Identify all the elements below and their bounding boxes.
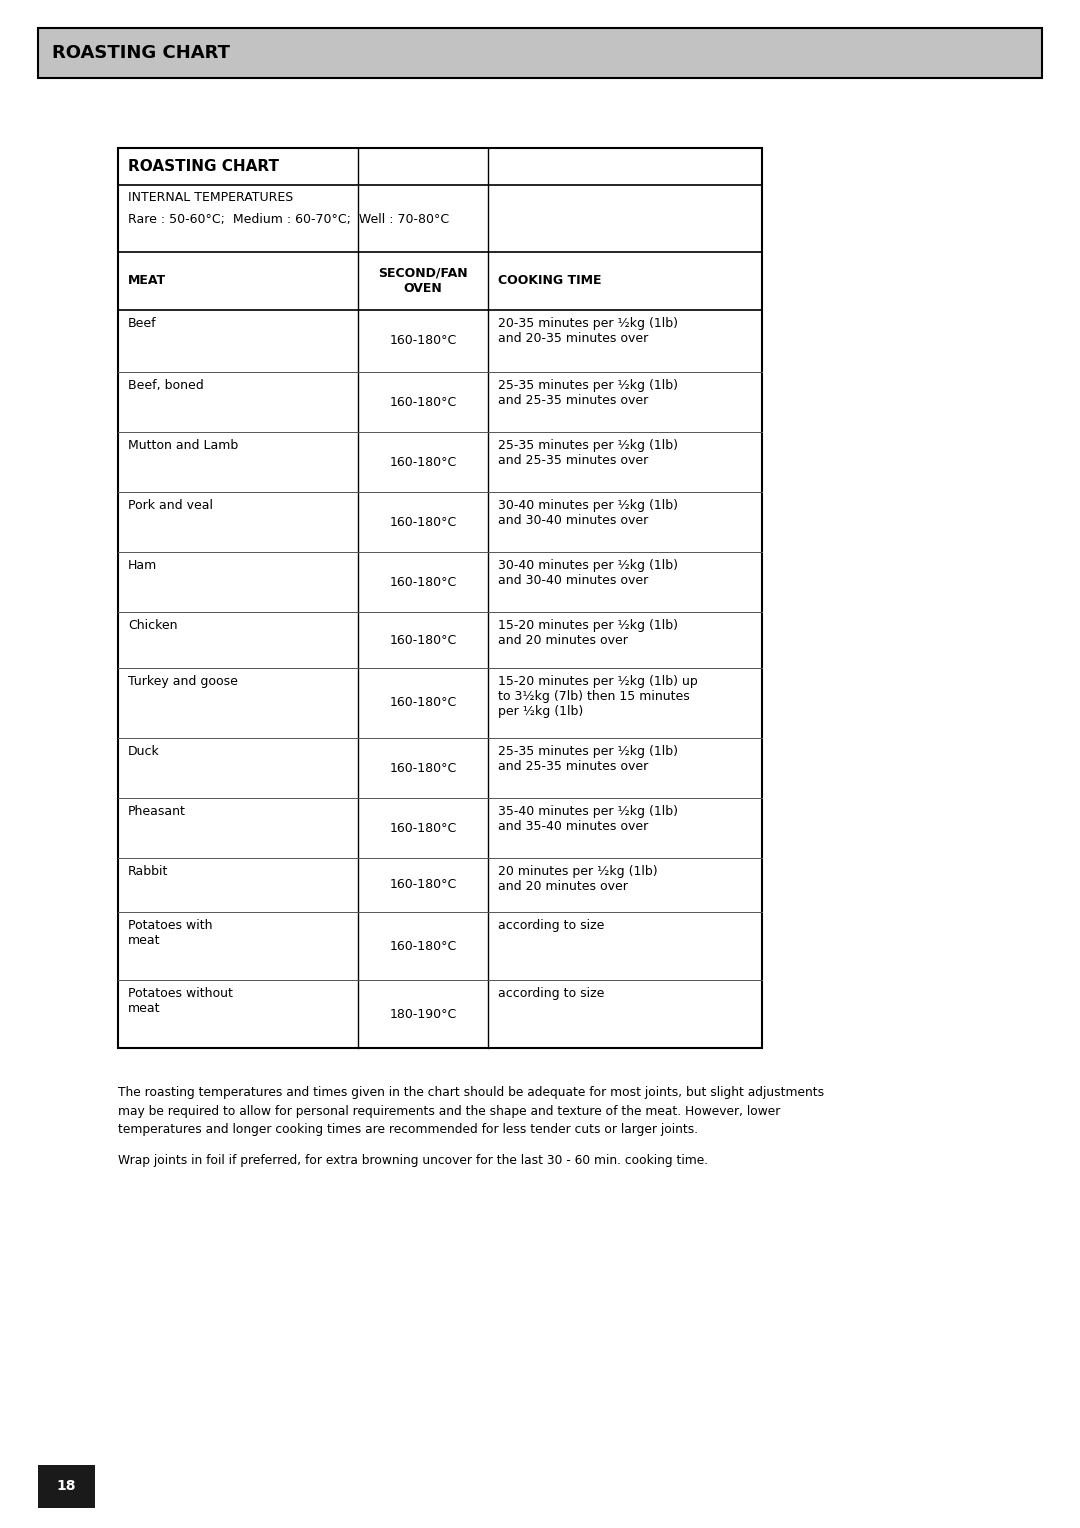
- Text: Ham: Ham: [129, 559, 158, 571]
- Text: Pheasant: Pheasant: [129, 805, 186, 817]
- Text: Rare : 50-60°C;  Medium : 60-70°C;  Well : 70-80°C: Rare : 50-60°C; Medium : 60-70°C; Well :…: [129, 212, 449, 226]
- Text: according to size: according to size: [498, 987, 605, 999]
- Text: SECOND/FAN
OVEN: SECOND/FAN OVEN: [378, 267, 468, 295]
- Text: MEAT: MEAT: [129, 275, 166, 287]
- Text: 160-180°C: 160-180°C: [390, 455, 457, 469]
- Text: 18: 18: [57, 1479, 77, 1493]
- Text: Duck: Duck: [129, 746, 160, 758]
- Text: Turkey and goose: Turkey and goose: [129, 675, 238, 688]
- Text: Potatoes with
meat: Potatoes with meat: [129, 918, 213, 947]
- Bar: [38, 28, 1042, 78]
- Text: Rabbit: Rabbit: [129, 865, 168, 879]
- Text: 15-20 minutes per ½kg (1lb)
and 20 minutes over: 15-20 minutes per ½kg (1lb) and 20 minut…: [498, 619, 678, 646]
- Text: 25-35 minutes per ½kg (1lb)
and 25-35 minutes over: 25-35 minutes per ½kg (1lb) and 25-35 mi…: [498, 379, 678, 406]
- Text: 180-190°C: 180-190°C: [390, 1007, 457, 1021]
- Text: ROASTING CHART: ROASTING CHART: [52, 44, 230, 63]
- Text: 35-40 minutes per ½kg (1lb)
and 35-40 minutes over: 35-40 minutes per ½kg (1lb) and 35-40 mi…: [498, 805, 678, 833]
- Bar: [38, 1465, 95, 1508]
- Text: 160-180°C: 160-180°C: [390, 634, 457, 646]
- Bar: [118, 148, 762, 1048]
- Text: 160-180°C: 160-180°C: [390, 761, 457, 775]
- Text: ROASTING CHART: ROASTING CHART: [129, 159, 279, 174]
- Text: Beef: Beef: [129, 316, 157, 330]
- Text: 30-40 minutes per ½kg (1lb)
and 30-40 minutes over: 30-40 minutes per ½kg (1lb) and 30-40 mi…: [498, 500, 678, 527]
- Text: 160-180°C: 160-180°C: [390, 940, 457, 952]
- Text: Mutton and Lamb: Mutton and Lamb: [129, 439, 239, 452]
- Text: The roasting temperatures and times given in the chart should be adequate for mo: The roasting temperatures and times give…: [118, 1086, 824, 1135]
- Text: Potatoes without
meat: Potatoes without meat: [129, 987, 233, 1015]
- Text: 15-20 minutes per ½kg (1lb) up
to 3½kg (7lb) then 15 minutes
per ½kg (1lb): 15-20 minutes per ½kg (1lb) up to 3½kg (…: [498, 675, 698, 718]
- Text: 160-180°C: 160-180°C: [390, 576, 457, 588]
- Text: 20 minutes per ½kg (1lb)
and 20 minutes over: 20 minutes per ½kg (1lb) and 20 minutes …: [498, 865, 658, 892]
- Text: 160-180°C: 160-180°C: [390, 335, 457, 347]
- Text: according to size: according to size: [498, 918, 605, 932]
- Text: INTERNAL TEMPERATURES: INTERNAL TEMPERATURES: [129, 191, 294, 205]
- Text: 25-35 minutes per ½kg (1lb)
and 25-35 minutes over: 25-35 minutes per ½kg (1lb) and 25-35 mi…: [498, 439, 678, 468]
- Text: 160-180°C: 160-180°C: [390, 515, 457, 529]
- Text: Chicken: Chicken: [129, 619, 177, 633]
- Text: 160-180°C: 160-180°C: [390, 879, 457, 891]
- Text: COOKING TIME: COOKING TIME: [498, 275, 602, 287]
- Text: Pork and veal: Pork and veal: [129, 500, 213, 512]
- Text: 160-180°C: 160-180°C: [390, 697, 457, 709]
- Text: Wrap joints in foil if preferred, for extra browning uncover for the last 30 - 6: Wrap joints in foil if preferred, for ex…: [118, 1154, 708, 1167]
- Text: 160-180°C: 160-180°C: [390, 396, 457, 408]
- Text: 25-35 minutes per ½kg (1lb)
and 25-35 minutes over: 25-35 minutes per ½kg (1lb) and 25-35 mi…: [498, 746, 678, 773]
- Text: 160-180°C: 160-180°C: [390, 822, 457, 834]
- Text: 20-35 minutes per ½kg (1lb)
and 20-35 minutes over: 20-35 minutes per ½kg (1lb) and 20-35 mi…: [498, 316, 678, 345]
- Text: Beef, boned: Beef, boned: [129, 379, 204, 393]
- Text: 30-40 minutes per ½kg (1lb)
and 30-40 minutes over: 30-40 minutes per ½kg (1lb) and 30-40 mi…: [498, 559, 678, 587]
